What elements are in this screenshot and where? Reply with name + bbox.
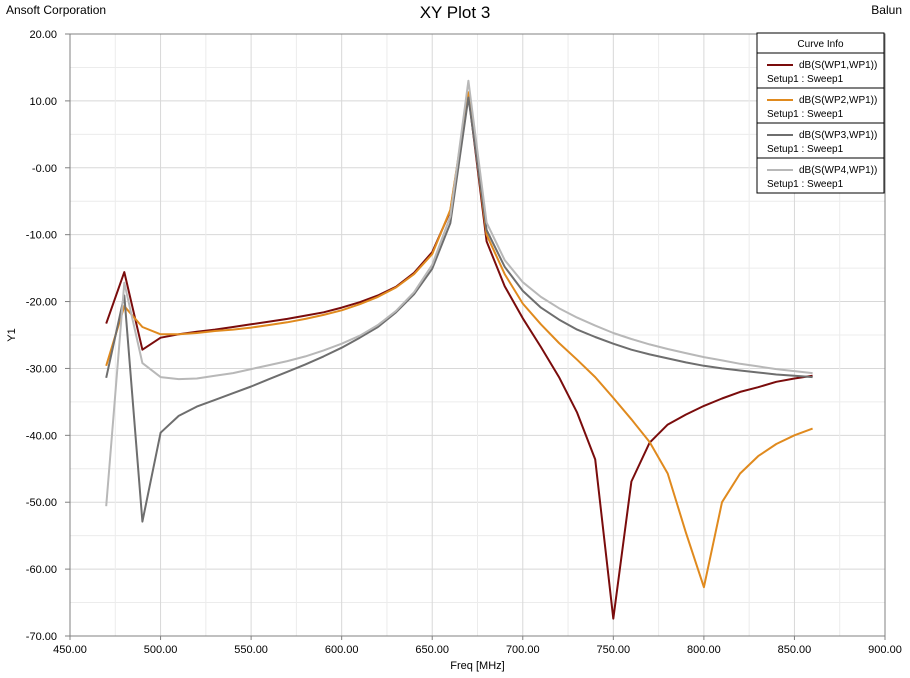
y-tick-label: -10.00 [26,230,57,242]
legend-entries: dB(S(WP1,WP1)) Setup1 : Sweep1 dB(S(WP2,WP… [757,52,884,190]
y-tick-label: -20.00 [26,297,57,309]
x-tick-labels: 450.00 500.00 550.00 600.00 650.00 700.00 750.… [53,636,902,656]
plot-frame [69,33,886,637]
x-tick-label: 850.00 [778,644,812,656]
x-tick-label: 900.00 [868,644,902,656]
x-tick-label: 550.00 [234,644,268,656]
company-name: Ansoft Corporation [6,3,107,17]
y-tick-label: -30.00 [26,363,57,375]
x-tick-label: 750.00 [597,644,631,656]
legend-series-name: dB(S(WP1,WP1)) [799,60,877,71]
x-axis-label: Freq [MHz] [450,660,504,672]
y-tick-labels: 20.00 10.00 -0.00 -10.00 -20.00 -30.00 -40.00 -… [26,29,70,643]
legend-series-name: dB(S(WP2,WP1)) [799,95,877,106]
legend-title: Curve Info [797,39,844,50]
x-tick-label: 650.00 [415,644,449,656]
legend-series-setup: Setup1 : Sweep1 [767,179,844,190]
curves [105,79,813,620]
curve-info-legend[interactable]: Curve Info dB(S(WP1,WP1)) Setup1 : Sweep1… [756,32,885,194]
y-axis-label: Y1 [6,328,18,341]
legend-series-setup: Setup1 : Sweep1 [767,144,844,155]
y-tick-label: 10.00 [29,96,57,108]
y-tick-label: -60.00 [26,564,57,576]
legend-series-name: dB(S(WP3,WP1)) [799,130,877,141]
y-tick-label: -0.00 [32,163,57,175]
curve-4 [105,79,813,507]
legend-series-setup: Setup1 : Sweep1 [767,74,844,85]
x-tick-label: 800.00 [687,644,721,656]
x-tick-label: 700.00 [506,644,540,656]
curve-1 [105,93,813,620]
project-name: Balun [871,3,902,17]
legend-box [756,32,885,194]
y-tick-label: -50.00 [26,497,57,509]
legend-series-name: dB(S(WP4,WP1)) [799,165,877,176]
x-tick-label: 600.00 [325,644,359,656]
y-tick-label: 20.00 [29,29,57,41]
plot-title: XY Plot 3 [419,3,491,22]
x-tick-label: 450.00 [53,644,87,656]
y-tick-label: -40.00 [26,430,57,442]
x-tick-label: 500.00 [144,644,178,656]
y-tick-label: -70.00 [26,631,57,643]
legend-series-setup: Setup1 : Sweep1 [767,109,844,120]
curve-3 [105,96,813,523]
